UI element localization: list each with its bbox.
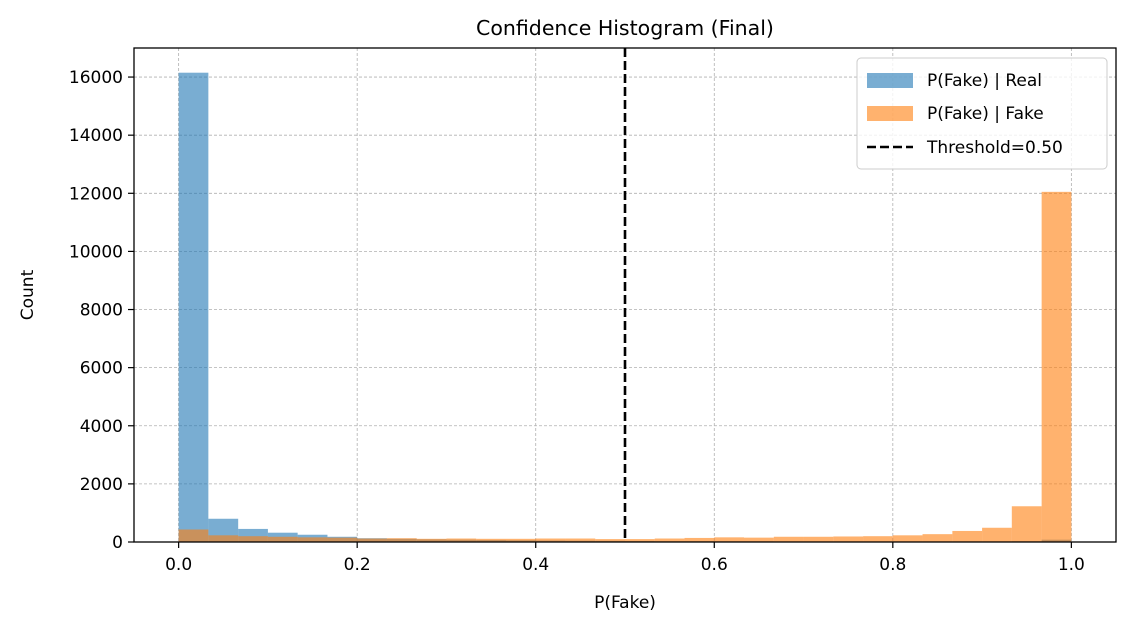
legend-label-threshold: Threshold=0.50 — [926, 138, 1063, 158]
y-tick-label-6: 12000 — [69, 184, 123, 204]
fake-bar-6 — [357, 538, 387, 542]
fake-bar-11 — [505, 538, 536, 542]
y-axis-ticks: 0 2000 4000 6000 8000 10000 12000 14000 16000 — [69, 68, 134, 553]
x-axis-ticks: 0.0 0.2 0.4 0.6 0.8 1.0 — [165, 542, 1085, 575]
y-tick-label-1: 2000 — [80, 475, 123, 495]
x-tick-label-1: 0.2 — [344, 555, 371, 575]
fake-bar-0 — [178, 529, 209, 542]
fake-bar-3 — [267, 536, 298, 542]
real-bar-0 — [178, 72, 209, 542]
x-tick-label-3: 0.6 — [701, 555, 728, 575]
fake-bar-21 — [803, 536, 834, 542]
y-tick-label-3: 6000 — [80, 359, 123, 379]
y-tick-label-2: 4000 — [80, 417, 123, 437]
fake-bar-15 — [625, 539, 655, 542]
fake-bar-16 — [654, 538, 685, 542]
fake-bar-17 — [684, 537, 715, 542]
fake-bar-25 — [922, 534, 953, 542]
legend: P(Fake) | Real P(Fake) | Fake Threshold=… — [856, 57, 1108, 170]
y-tick-label-5: 10000 — [69, 242, 123, 262]
x-tick-label-4: 0.8 — [879, 555, 906, 575]
fake-bar-28 — [1011, 506, 1042, 542]
fake-bar-24 — [892, 535, 923, 542]
legend-label-real: P(Fake) | Real — [927, 71, 1042, 91]
y-tick-label-0: 0 — [112, 533, 123, 553]
fake-bar-29 — [1041, 191, 1072, 542]
y-tick-label-7: 14000 — [69, 126, 123, 146]
fake-bar-18 — [714, 537, 745, 542]
fake-bar-26 — [952, 530, 983, 542]
fake-bar-10 — [476, 538, 506, 542]
legend-box — [856, 57, 1108, 170]
x-axis-label: P(Fake) — [594, 593, 656, 613]
x-tick-label-5: 1.0 — [1058, 555, 1085, 575]
series-fake-bars — [178, 191, 1072, 542]
legend-swatch-fake — [867, 106, 913, 121]
fake-bar-1 — [208, 535, 239, 542]
fake-bar-20 — [773, 536, 804, 542]
fake-bar-2 — [238, 536, 268, 542]
legend-swatch-real — [867, 73, 913, 88]
fake-bar-12 — [535, 538, 566, 542]
fake-bar-4 — [297, 537, 328, 542]
y-tick-label-4: 8000 — [80, 301, 123, 321]
fake-bar-7 — [386, 538, 417, 542]
x-tick-label-0: 0.0 — [165, 555, 192, 575]
fake-bar-9 — [446, 538, 477, 542]
x-tick-label-2: 0.4 — [522, 555, 549, 575]
y-tick-label-8: 16000 — [69, 68, 123, 88]
fake-bar-19 — [744, 537, 774, 542]
plot-frame — [133, 47, 1117, 543]
fake-bar-22 — [833, 536, 864, 542]
fake-bar-23 — [863, 536, 893, 542]
legend-label-fake: P(Fake) | Fake — [927, 104, 1044, 124]
y-axis-label: Count — [18, 269, 38, 320]
chart-title: Confidence Histogram (Final) — [476, 16, 774, 40]
fake-bar-8 — [416, 538, 447, 542]
fake-bar-14 — [595, 539, 625, 542]
fake-bar-5 — [327, 537, 358, 542]
fake-bar-13 — [565, 538, 596, 542]
fake-bar-27 — [982, 527, 1012, 542]
